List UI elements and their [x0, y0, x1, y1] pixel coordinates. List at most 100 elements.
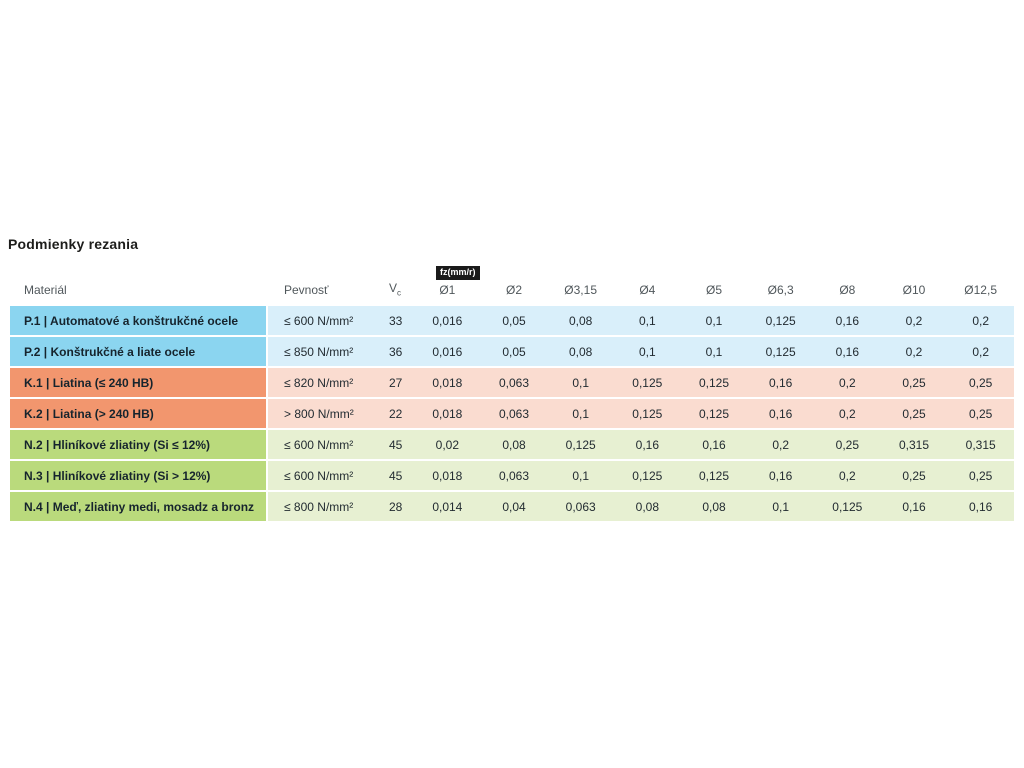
table-row: K.2 | Liatina (> 240 HB) > 800 N/mm² 22 …	[10, 399, 1014, 428]
table-row: K.1 | Liatina (≤ 240 HB) ≤ 820 N/mm² 27 …	[10, 368, 1014, 397]
column-header-vc: Vc	[368, 281, 414, 306]
vc-symbol: V	[389, 280, 398, 295]
feed-value-cell: 0,16	[902, 499, 926, 514]
column-header-diameter-8: Ø10	[902, 283, 926, 297]
feed-value-cell: 0,2	[838, 375, 856, 390]
material-cell: P.2 | Konštrukčné a liate ocele	[10, 337, 268, 366]
strength-cell: ≤ 600 N/mm²	[284, 437, 354, 452]
feed-value-cell: 0,25	[902, 375, 926, 390]
feed-value-cell: 0,08	[702, 499, 726, 514]
cutting-speed-cell: 33	[389, 313, 403, 328]
feed-value-cell: 0,25	[968, 468, 993, 483]
feed-value-cell: 0,08	[502, 437, 526, 452]
table-row: P.1 | Automatové a konštrukčné ocele ≤ 6…	[10, 306, 1014, 335]
strength-cell: ≤ 800 N/mm²	[284, 499, 354, 514]
feed-value-cell: 0,063	[498, 468, 529, 483]
feed-value-cell: 0,16	[768, 375, 793, 390]
feed-value-cell: 0,16	[768, 406, 793, 421]
feed-value-cell: 0,063	[498, 406, 529, 421]
cutting-speed-cell: 45	[389, 468, 403, 483]
feed-value-cell: 0,125	[765, 344, 796, 359]
feed-value-cell: 0,2	[972, 344, 989, 359]
feed-value-cell: 0,125	[632, 468, 663, 483]
feed-value-cell: 0,08	[568, 344, 593, 359]
column-header-diameter-3: Ø3,15	[564, 283, 597, 297]
feed-value-cell: 0,125	[632, 375, 663, 390]
column-header-strength: Pevnosť	[284, 283, 329, 297]
feed-value-cell: 0,016	[432, 313, 463, 328]
column-header-diameter-5: Ø5	[705, 283, 722, 297]
cutting-speed-cell: 27	[389, 375, 403, 390]
strength-cell: ≤ 600 N/mm²	[284, 468, 354, 483]
material-cell: K.2 | Liatina (> 240 HB)	[10, 399, 268, 428]
feed-value-cell: 0,125	[632, 406, 663, 421]
material-cell: N.3 | Hliníkové zliatiny (Si > 12%)	[10, 461, 268, 490]
material-cell: N.2 | Hliníkové zliatiny (Si ≤ 12%)	[10, 430, 268, 459]
column-header-diameter-4: Ø4	[639, 283, 656, 297]
column-header-diameter-2: Ø2	[505, 283, 522, 297]
feed-value-cell: 0,05	[502, 313, 526, 328]
feed-value-cell: 0,1	[638, 313, 656, 328]
cutting-conditions-table: Materiál Pevnosť Vc fz(mm/r) Ø1 Ø2 Ø3,15…	[10, 260, 1014, 523]
cutting-speed-cell: 22	[389, 406, 403, 421]
fz-unit-badge: fz(mm/r)	[436, 266, 480, 280]
feed-value-cell: 0,25	[902, 406, 926, 421]
material-cell: N.4 | Meď, zliatiny medi, mosadz a bronz	[10, 492, 268, 521]
feed-value-cell: 0,2	[905, 344, 923, 359]
feed-value-cell: 0,2	[972, 313, 989, 328]
feed-value-cell: 0,125	[698, 468, 729, 483]
strength-cell: ≤ 850 N/mm²	[284, 344, 354, 359]
feed-value-cell: 0,25	[835, 437, 859, 452]
feed-value-cell: 0,063	[565, 499, 596, 514]
cutting-speed-cell: 45	[389, 437, 403, 452]
feed-value-cell: 0,063	[498, 375, 529, 390]
feed-value-cell: 0,016	[432, 344, 463, 359]
table-row: N.3 | Hliníkové zliatiny (Si > 12%) ≤ 60…	[10, 461, 1014, 490]
feed-value-cell: 0,014	[432, 499, 463, 514]
feed-value-cell: 0,16	[968, 499, 993, 514]
feed-value-cell: 0,125	[765, 313, 796, 328]
material-cell: K.1 | Liatina (≤ 240 HB)	[10, 368, 268, 397]
strength-cell: ≤ 600 N/mm²	[284, 313, 354, 328]
feed-value-cell: 0,125	[698, 406, 729, 421]
strength-cell: > 800 N/mm²	[284, 406, 354, 421]
feed-value-cell: 0,2	[838, 468, 856, 483]
feed-value-cell: 0,1	[772, 499, 789, 514]
feed-value-cell: 0,08	[568, 313, 593, 328]
column-header-diameter-6: Ø6,3	[767, 283, 794, 297]
feed-value-cell: 0,16	[768, 468, 793, 483]
table-row: N.4 | Meď, zliatiny medi, mosadz a bronz…	[10, 492, 1014, 521]
feed-value-cell: 0,1	[705, 344, 723, 359]
feed-value-cell: 0,018	[432, 468, 463, 483]
strength-cell: ≤ 820 N/mm²	[284, 375, 354, 390]
column-header-diameter-7: Ø8	[839, 283, 856, 297]
cutting-speed-cell: 28	[389, 499, 403, 514]
table-row: P.2 | Konštrukčné a liate ocele ≤ 850 N/…	[10, 337, 1014, 366]
column-header-material: Materiál	[24, 283, 67, 297]
feed-value-cell: 0,2	[905, 313, 923, 328]
feed-value-cell: 0,25	[968, 375, 993, 390]
cutting-speed-cell: 36	[389, 344, 403, 359]
feed-value-cell: 0,2	[772, 437, 789, 452]
material-cell: P.1 | Automatové a konštrukčné ocele	[10, 306, 268, 335]
feed-value-cell: 0,16	[635, 437, 659, 452]
table-body: P.1 | Automatové a konštrukčné ocele ≤ 6…	[10, 306, 1014, 521]
feed-value-cell: 0,16	[835, 344, 859, 359]
feed-value-cell: 0,1	[572, 406, 589, 421]
table-row: N.2 | Hliníkové zliatiny (Si ≤ 12%) ≤ 60…	[10, 430, 1014, 459]
column-header-diameter-9: Ø12,5	[964, 283, 997, 297]
feed-value-cell: 0,315	[965, 437, 996, 452]
page-title: Podmienky rezania	[8, 236, 139, 252]
feed-value-cell: 0,02	[435, 437, 459, 452]
feed-value-cell: 0,1	[572, 468, 589, 483]
feed-value-cell: 0,16	[835, 313, 859, 328]
feed-value-cell: 0,05	[502, 344, 526, 359]
feed-value-cell: 0,1	[572, 375, 589, 390]
vc-subscript: c	[397, 288, 402, 297]
feed-value-cell: 0,125	[832, 499, 863, 514]
feed-value-cell: 0,2	[838, 406, 856, 421]
feed-value-cell: 0,315	[898, 437, 929, 452]
feed-value-cell: 0,25	[968, 406, 993, 421]
feed-value-cell: 0,018	[432, 375, 463, 390]
feed-value-cell: 0,16	[702, 437, 726, 452]
